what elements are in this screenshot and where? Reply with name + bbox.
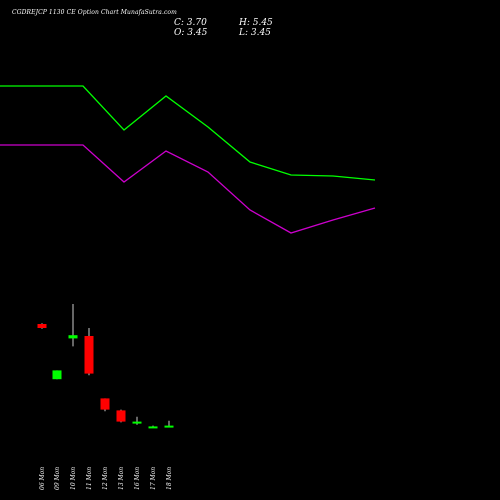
x-tick-label: 06 Mon — [39, 467, 46, 490]
x-tick-label: 18 Mon — [166, 467, 173, 490]
candle-body — [37, 324, 47, 328]
line-series-2 — [0, 144, 376, 234]
high-value: H: 5.45 — [239, 18, 273, 28]
candle-body — [116, 410, 126, 422]
indicator-lines — [0, 85, 376, 234]
open-value: O: 3.45 — [174, 28, 208, 38]
x-tick-label: 09 Mon — [54, 467, 61, 490]
candle-body — [132, 421, 142, 424]
x-tick-label: 10 Mon — [70, 467, 77, 490]
candle-body — [164, 425, 174, 428]
candle-body — [84, 336, 94, 374]
candle-body — [100, 398, 110, 410]
x-tick-label: 11 Mon — [86, 467, 93, 490]
low-value: L: 3.45 — [239, 28, 271, 38]
x-axis-labels: 06 Mon 09 Mon 10 Mon 11 Mon 12 Mon 13 Mon 16 M… — [39, 467, 173, 490]
close-value: C: 3.70 — [174, 18, 207, 28]
x-tick-label: 13 Mon — [118, 467, 125, 490]
candle-body — [52, 370, 62, 380]
x-tick-label: 12 Mon — [102, 467, 109, 490]
candlesticks — [37, 304, 174, 429]
x-tick-label: 16 Mon — [134, 467, 141, 490]
chart-title: CGDREJCP 1130 CE Option Chart MunafaSutr… — [12, 9, 177, 16]
candle-body — [148, 426, 158, 429]
candle-body — [68, 335, 78, 339]
line-series-1 — [0, 85, 376, 181]
x-tick-label: 17 Mon — [150, 467, 157, 490]
